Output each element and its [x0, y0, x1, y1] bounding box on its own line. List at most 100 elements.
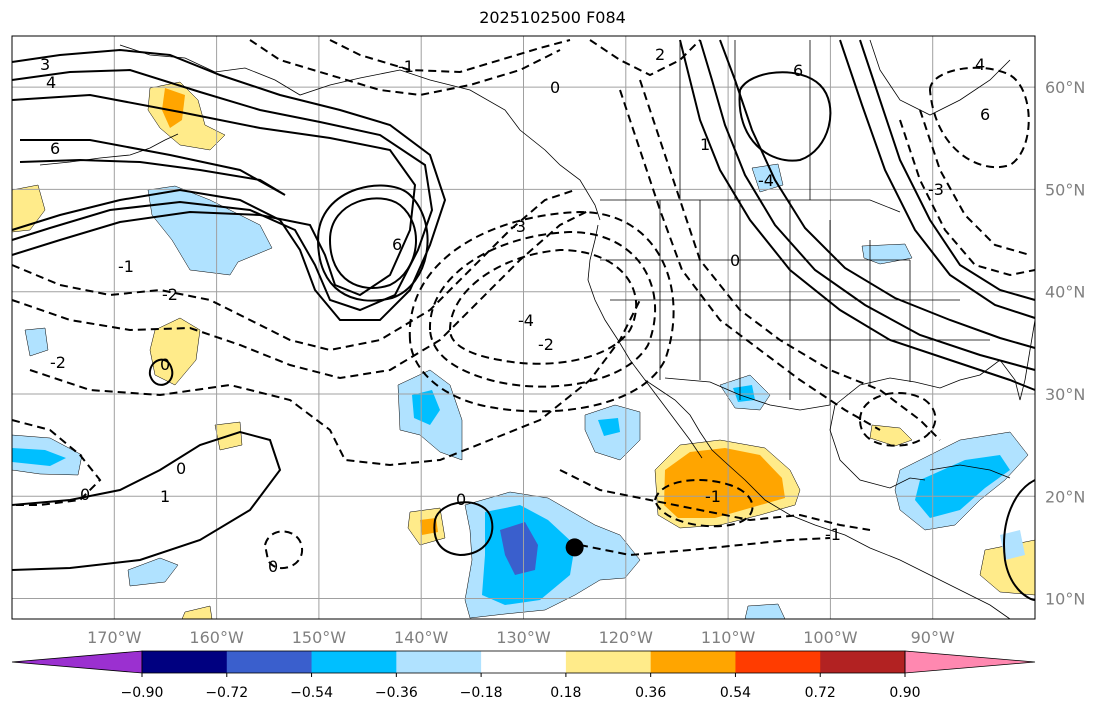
colorbar-tick-label: 0.72 [805, 685, 836, 701]
negative-anomaly-small-south [127, 557, 179, 587]
contour-dashed-north [329, 39, 571, 74]
longitude-tick-labels: 170°W 160°W 150°W 140°W 130°W 120°W 110°W 100°W… [87, 628, 955, 647]
contour-solid [11, 68, 434, 312]
colorbar-tick-label: 0.18 [550, 685, 581, 701]
contour-solid [11, 48, 447, 321]
colorbar-segment [481, 651, 567, 673]
contour-dashed-gulf [858, 391, 937, 447]
negative-anomaly-caribbean-core [915, 455, 1010, 518]
colorbar-extend-min [11, 650, 143, 674]
positive-anomaly-gulf [869, 424, 913, 447]
positive-anomaly-165w [149, 317, 201, 386]
contour-dashed-east [899, 119, 1036, 277]
contour-label: 2 [655, 45, 665, 64]
colorbar-segment [650, 651, 736, 673]
latitude-tick-labels: 60°N 50°N 40°N 30°N 20°N 10°N [1045, 78, 1085, 608]
colorbar-segment [565, 651, 652, 673]
colorbar-tick-label: −0.54 [290, 685, 333, 701]
latitude-tick-label: 40°N [1045, 283, 1085, 302]
contour-dashed-small [263, 530, 304, 569]
contour-label: 3 [40, 55, 50, 74]
longitude-tick-label: 90°W [911, 628, 955, 647]
negative-anomaly-midpac [147, 185, 273, 276]
contour-label: -2 [50, 353, 66, 372]
contours [11, 39, 1036, 601]
latitude-tick-label: 10°N [1045, 590, 1085, 609]
contour-solid-east-ridge [859, 39, 1036, 301]
contour-dashed-east [919, 109, 1031, 256]
contour-label: 0 [160, 355, 170, 374]
contour-label: -1 [398, 57, 414, 76]
contour-dashed-tropical [579, 537, 831, 557]
map-frame [11, 35, 1036, 620]
contour-label: 6 [392, 235, 402, 254]
colorbar-tick-label: −0.36 [375, 685, 418, 701]
contour-low-tropical-west [11, 430, 282, 571]
mexico-gulf [829, 404, 926, 489]
contour-label: -3 [928, 180, 944, 199]
contour-solid-east-ridge [839, 39, 1036, 319]
colorbar-tick-labels: −0.90 −0.72 −0.54 −0.36 −0.18 0.18 0.36 0.54 0.7… [121, 673, 921, 701]
contour-label: -1 [118, 257, 134, 276]
contour-label: 0 [80, 485, 90, 504]
longitude-tick-label: 140°W [394, 628, 449, 647]
positive-anomaly-mexico-core [664, 448, 785, 518]
negative-anomaly-great-lakes [861, 243, 913, 265]
contour-dashed-north [589, 39, 701, 77]
contour-label: 6 [50, 139, 60, 158]
longitude-tick-label: 170°W [87, 628, 142, 647]
contour-high-canada [738, 71, 832, 162]
positive-anomaly-alaska-core [162, 88, 185, 128]
colorbar-segment [396, 651, 482, 673]
map-plot-area: 3 4 6 6 6 -1 0 0 0 0 0 -2 -2 -2 -4 -4 -3… [11, 35, 1036, 620]
aleutians [39, 133, 179, 166]
contour-label: 6 [793, 61, 803, 80]
longitude-tick-label: 150°W [292, 628, 347, 647]
negative-anomaly-west-low-core [12, 448, 66, 466]
colorbar-segment [142, 651, 228, 673]
contour-label: 0 [550, 78, 560, 97]
colorbar-segment [311, 651, 397, 673]
negative-anomaly-mexico-coast-core [598, 418, 620, 436]
longitude-tick-label: 160°W [189, 628, 244, 647]
contour-solid-east-trough [699, 39, 1036, 371]
contour-labels: 3 4 6 6 6 -1 0 0 0 0 0 -2 -2 -2 -4 -4 -3… [40, 45, 990, 576]
canada-provinces [679, 40, 811, 200]
colorbar-tick-label: −0.90 [121, 685, 164, 701]
hudson-bay [869, 39, 1011, 116]
contour-label: -3 [510, 217, 526, 236]
contour-high-center [328, 197, 417, 289]
negative-anomaly-se-corner [1000, 530, 1025, 560]
contour-small-165w [148, 358, 174, 386]
cuba [929, 464, 1011, 479]
contour-dashed [11, 209, 591, 380]
negative-anomaly-small-170w [24, 327, 49, 357]
contour-label: -1 [705, 487, 721, 506]
contour-label: -1 [825, 525, 841, 544]
florida [979, 359, 1026, 401]
gulf-coast [834, 374, 981, 406]
colorbar-tick-label: 0.36 [635, 685, 666, 701]
contour-dashed [29, 299, 641, 467]
contour-label: 1 [160, 487, 170, 506]
negative-anomaly-140w-core [412, 390, 440, 425]
contour-dashed-west-lower [11, 419, 102, 506]
contour-dashed-east-high [928, 66, 1030, 169]
contour-se-corner [1003, 479, 1036, 601]
contour-label: 4 [975, 55, 985, 74]
contour-solid-east-trough [719, 39, 1036, 349]
contour-label: 4 [46, 73, 56, 92]
contour-label: 6 [980, 105, 990, 124]
plot-title: 2025102500 F084 [479, 8, 626, 27]
contour-dashed-trough [619, 89, 881, 431]
contour-solid-east-trough [679, 39, 1036, 391]
contour-label: 0 [268, 557, 278, 576]
contour-dashed-tropical [559, 469, 871, 531]
contour-label: 0 [176, 459, 186, 478]
mexico-pacific-coast [724, 461, 1011, 620]
contours-dashed [11, 39, 1036, 569]
contour-solid-6 [19, 139, 286, 196]
us-mexico-border [664, 377, 831, 411]
colorbar-outline [141, 650, 906, 674]
